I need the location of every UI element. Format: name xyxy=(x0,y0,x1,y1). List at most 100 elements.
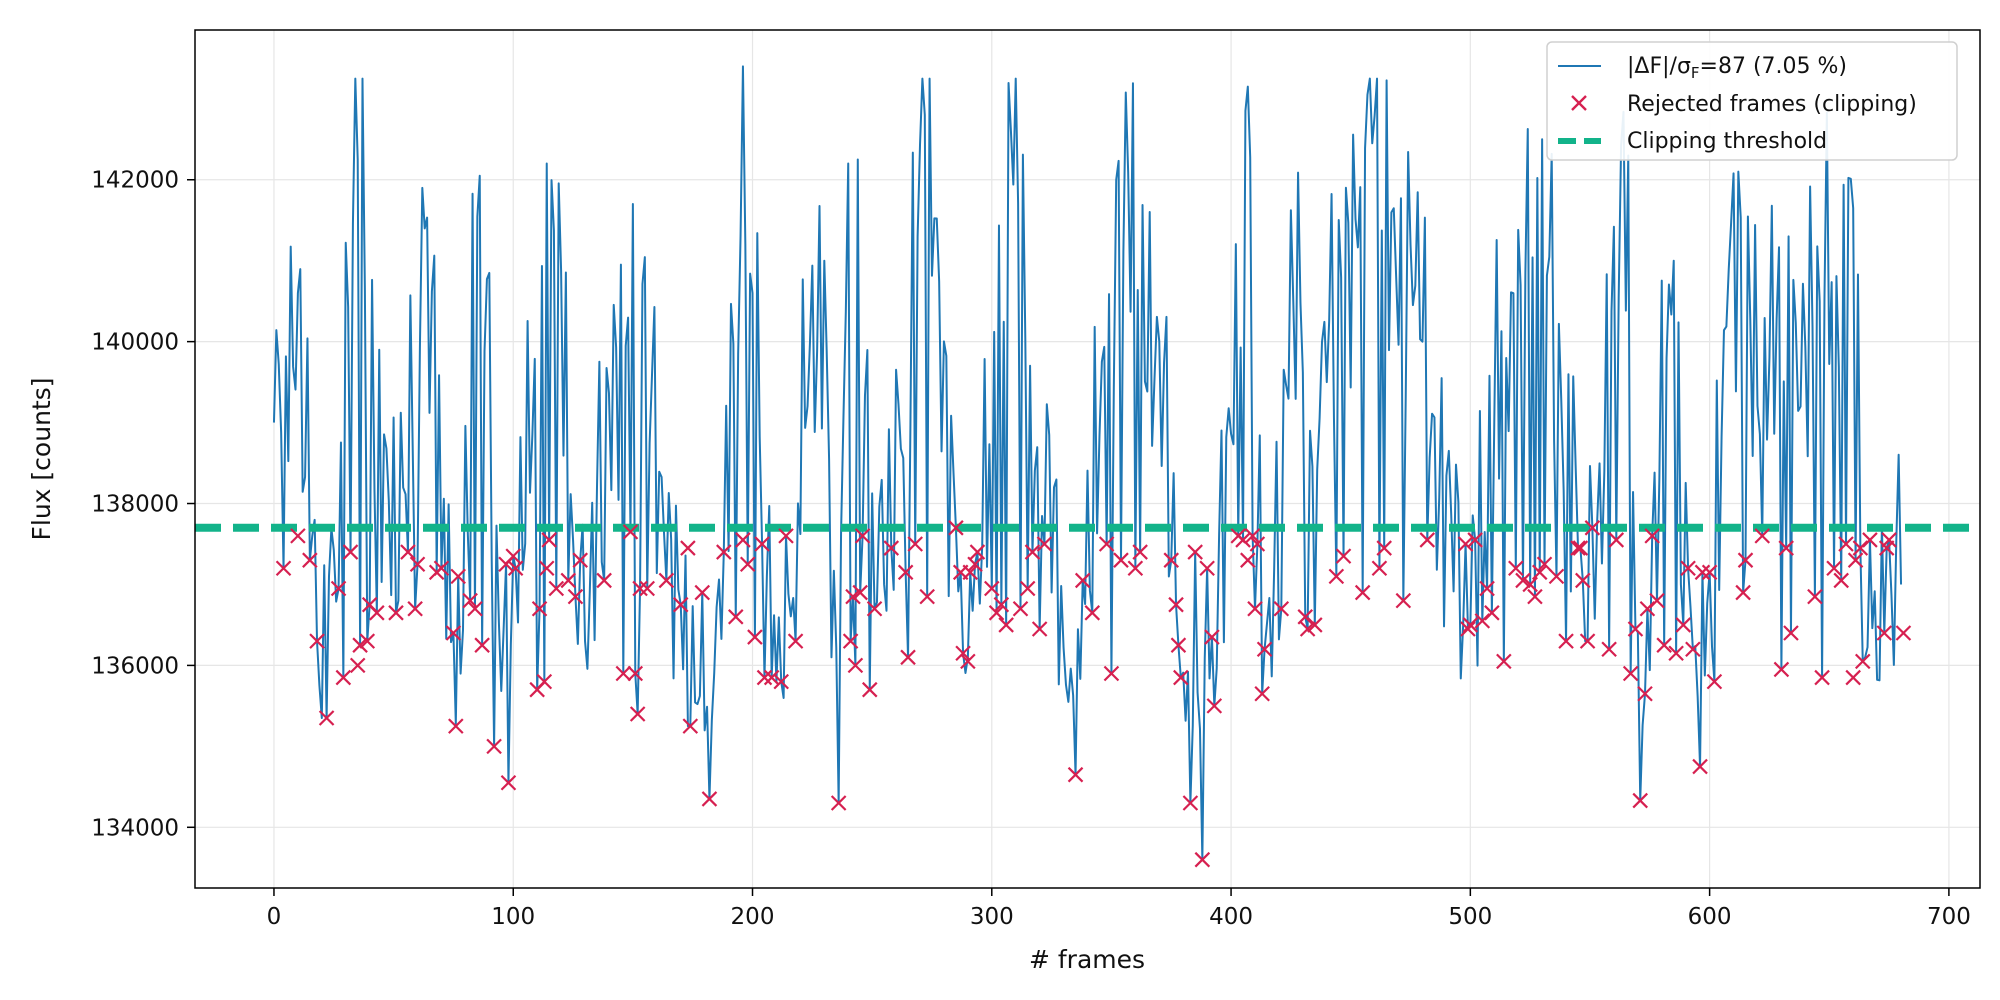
legend-flux-label-prefix: |ΔF|/σ xyxy=(1627,54,1691,79)
y-axis: 134000 136000 138000 140000 142000 xyxy=(91,168,195,841)
rejected-frame-marker-123 xyxy=(1335,548,1352,564)
rejected-frame-marker-164 xyxy=(1692,758,1708,775)
rejected-frame-marker-41 xyxy=(622,524,639,540)
rejected-frame-marker-115 xyxy=(1249,536,1266,552)
legend-flux-label: |ΔF|/σF=87 (7.05 %) xyxy=(1627,54,1847,82)
rejected-frame-marker-9 xyxy=(352,637,368,653)
rejected-frame-marker-175 xyxy=(1814,669,1830,686)
rejected-frame-marker-157 xyxy=(1644,528,1660,544)
rejected-frame-marker-28 xyxy=(505,548,522,564)
rejected-frame-marker-107 xyxy=(1199,560,1215,577)
plot-series-layer xyxy=(272,65,1903,861)
rejected-frame-marker-96 xyxy=(1103,665,1120,682)
rejected-frame-marker-31 xyxy=(531,600,548,617)
rejected-frame-marker-12 xyxy=(369,605,385,621)
rejected-frame-marker-84 xyxy=(988,605,1005,621)
rejected-frame-marker-33 xyxy=(538,560,555,577)
rejected-frame-marker-152 xyxy=(1622,665,1639,682)
rejected-frame-marker-18 xyxy=(433,560,450,577)
rejected-frame-marker-61 xyxy=(778,528,794,544)
rejected-frame-marker-64 xyxy=(842,633,859,649)
rejected-frame-marker-184 xyxy=(1876,625,1893,641)
legend-box xyxy=(1546,41,1958,161)
x-tick-label-6: 600 xyxy=(1688,904,1732,930)
y-tick-label-1: 136000 xyxy=(91,653,179,679)
rejected-frame-marker-174 xyxy=(1807,588,1823,605)
rejected-frame-marker-78 xyxy=(955,645,971,662)
rejected-frame-marker-147 xyxy=(1575,572,1591,589)
rejected-frame-marker-15 xyxy=(407,600,423,617)
rejected-frame-marker-108 xyxy=(1204,629,1220,645)
rejected-frame-marker-120 xyxy=(1299,621,1316,637)
rejected-frame-marker-62 xyxy=(787,633,804,649)
rejected-frame-marker-146 xyxy=(1572,540,1589,556)
rejected-frame-marker-54 xyxy=(735,532,751,548)
x-axis-label: # frames xyxy=(1029,945,1145,974)
rejected-frame-marker-37 xyxy=(567,588,584,605)
rejected-frame-marker-178 xyxy=(1838,536,1854,552)
rejected-frame-marker-73 xyxy=(900,649,916,666)
rejected-frame-marker-47 xyxy=(672,596,689,613)
rejected-frame-marker-1 xyxy=(290,528,306,544)
rejected-frame-marker-75 xyxy=(919,588,935,605)
rejected-frame-marker-20 xyxy=(448,718,464,734)
rejected-frame-marker-162 xyxy=(1680,560,1696,577)
rejected-frame-marker-183 xyxy=(1862,532,1878,548)
rejected-frame-marker-144 xyxy=(1558,633,1574,649)
legend: |ΔF|/σF=87 (7.05 %) Rejected frames (cli… xyxy=(1546,41,1958,161)
rejected-frame-marker-105 xyxy=(1187,544,1203,560)
rejected-frame-marker-182 xyxy=(1854,653,1871,670)
rejected-frame-marker-163 xyxy=(1685,641,1701,657)
rejected-frame-marker-2 xyxy=(302,552,318,568)
rejected-frame-marker-44 xyxy=(632,580,648,597)
rejected-frame-marker-137 xyxy=(1508,560,1524,577)
rejected-frame-marker-171 xyxy=(1773,661,1790,678)
rejected-frame-marker-66 xyxy=(847,657,864,674)
rejected-frame-marker-38 xyxy=(572,552,589,568)
rejected-frame-marker-177 xyxy=(1833,572,1849,589)
rejected-frame-marker-35 xyxy=(548,580,565,597)
rejected-frame-marker-186 xyxy=(1881,532,1897,548)
rejected-frame-marker-106 xyxy=(1194,851,1211,868)
y-tick-label-0: 134000 xyxy=(91,815,179,841)
rejected-frame-marker-136 xyxy=(1496,653,1512,670)
x-tick-label-5: 500 xyxy=(1448,904,1492,930)
rejected-frame-marker-173 xyxy=(1783,625,1799,641)
rejected-frame-marker-40 xyxy=(615,665,632,682)
rejected-frame-marker-57 xyxy=(754,536,770,552)
rejected-frame-marker-50 xyxy=(694,584,711,601)
legend-flux-label-subscript: F xyxy=(1691,64,1700,82)
rejected-frame-marker-166 xyxy=(1701,564,1718,581)
rejected-frame-marker-129 xyxy=(1457,536,1474,552)
rejected-frame-marker-180 xyxy=(1847,552,1864,568)
rejected-frame-marker-56 xyxy=(747,629,763,645)
rejected-frame-marker-71 xyxy=(883,540,900,556)
rejected-frame-marker-102 xyxy=(1170,637,1187,653)
rejected-frame-marker-104 xyxy=(1182,795,1199,811)
rejected-frame-marker-132 xyxy=(1467,532,1483,548)
rejected-frame-marker-134 xyxy=(1479,580,1495,597)
rejected-frame-marker-100 xyxy=(1163,552,1180,568)
rejected-frame-marker-127 xyxy=(1395,592,1412,609)
rejected-frame-marker-6 xyxy=(335,669,352,686)
rejected-frame-marker-60 xyxy=(773,673,790,690)
rejected-frame-marker-29 xyxy=(507,560,524,577)
rejected-markers-layer xyxy=(275,520,1912,868)
rejected-frame-marker-176 xyxy=(1826,560,1842,577)
rejected-frame-marker-94 xyxy=(1084,605,1101,621)
rejected-frame-marker-22 xyxy=(462,592,478,609)
rejected-frame-marker-46 xyxy=(658,572,675,589)
rejected-frame-marker-143 xyxy=(1548,568,1565,585)
rejected-frame-marker-70 xyxy=(866,600,883,617)
rejected-frame-marker-165 xyxy=(1694,564,1711,581)
rejected-frame-marker-142 xyxy=(1536,556,1553,573)
rejected-frame-marker-48 xyxy=(680,540,696,556)
legend-rejected-marker-symbol xyxy=(1571,95,1587,111)
rejected-frame-marker-65 xyxy=(845,588,861,605)
rejected-frame-marker-117 xyxy=(1256,641,1273,657)
rejected-frame-marker-145 xyxy=(1570,540,1586,556)
rejected-frame-marker-161 xyxy=(1675,617,1692,633)
y-tick-label-2: 138000 xyxy=(91,492,179,518)
rejected-frame-marker-111 xyxy=(1235,532,1251,548)
rejected-frame-marker-49 xyxy=(682,718,699,734)
